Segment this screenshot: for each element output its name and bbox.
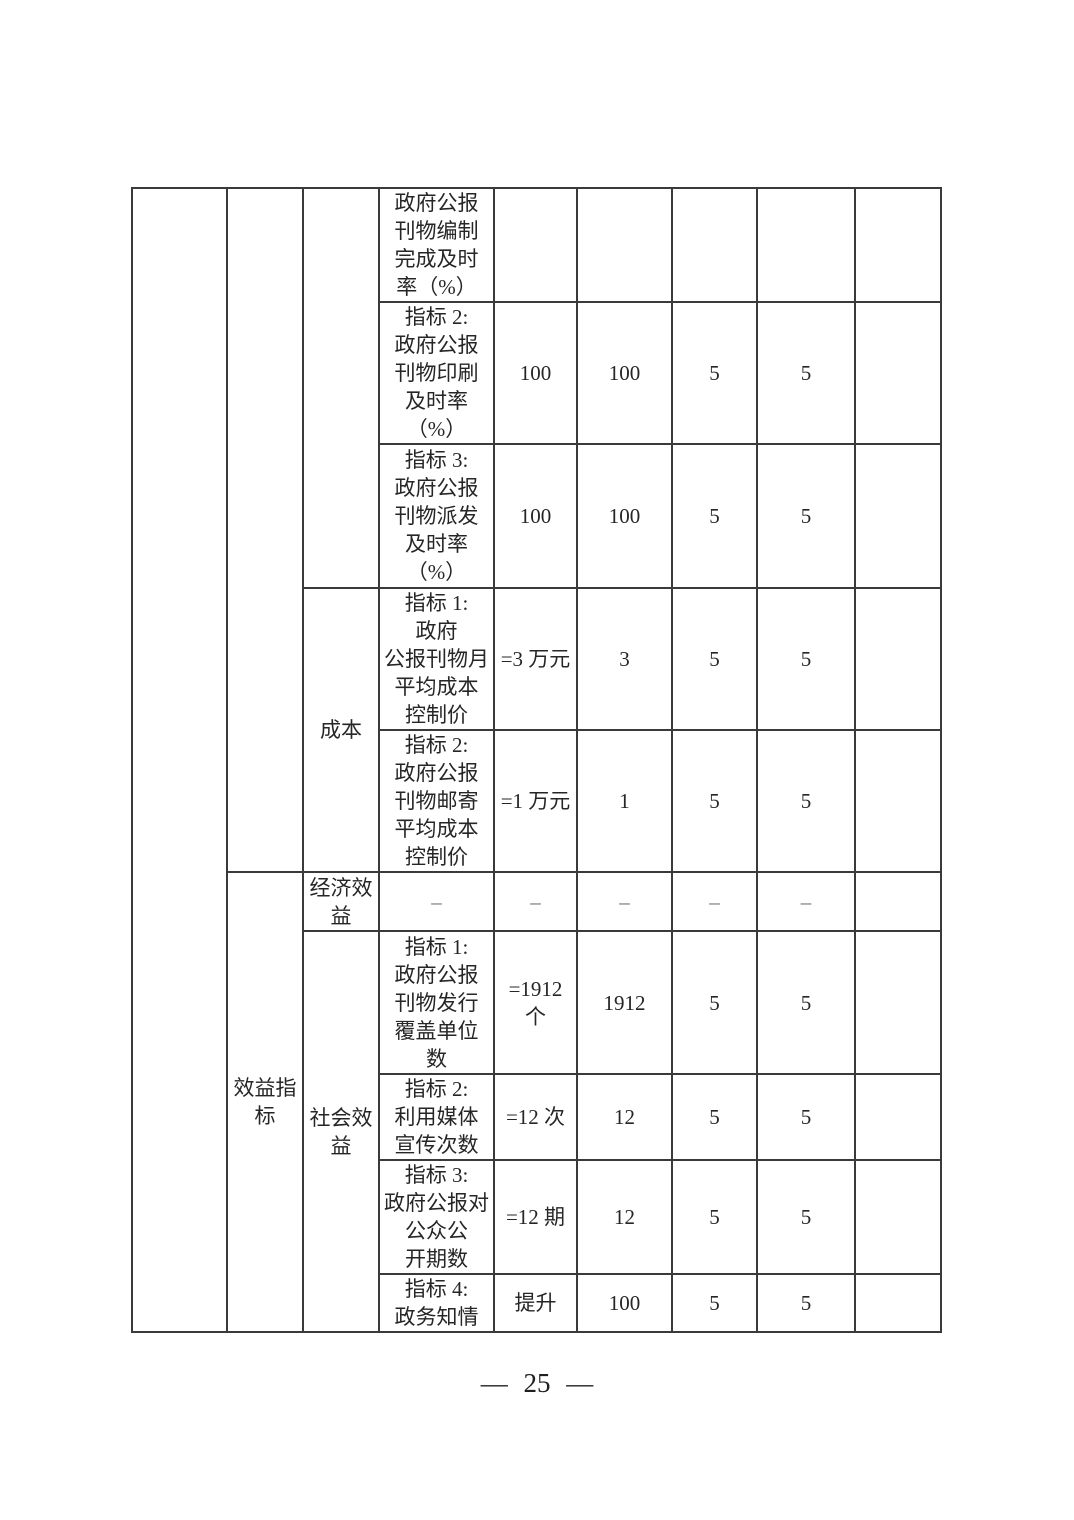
target-value-cell: 100: [493, 301, 578, 445]
target-value-cell: =12 次: [493, 1073, 578, 1161]
score-cell: 5: [671, 587, 758, 731]
score-cell: 5: [756, 1273, 856, 1333]
score-cell: 5: [756, 729, 856, 873]
target-value-cell: =1 万元: [493, 729, 578, 873]
score-cell: 5: [756, 443, 856, 589]
cost-section-label-cell: 成本: [302, 587, 380, 873]
table-row: 指标 2: 政府公报 刊物印刷 及时率 （%） 100 100 5 5: [132, 301, 942, 445]
table-row: 指标 3: 政府公报对 公众公 开期数 =12 期 12 5 5: [132, 1159, 942, 1275]
table-row: 社会效 益 指标 1: 政府公报 刊物发行 覆盖单位 数 =1912 个 191…: [132, 930, 942, 1333]
upper-subcategory-merged-cell: [302, 187, 380, 589]
empty-cell: [854, 587, 942, 731]
indicator-name-cell: 政府公报 刊物编制 完成及时 率（%）: [378, 187, 495, 303]
target-value-cell: 100: [493, 443, 578, 589]
score-cell: 5: [756, 587, 856, 731]
empty-cell: [854, 187, 942, 303]
actual-value-cell: 12: [576, 1073, 673, 1161]
table-row: 效益指 标 经济效 益 – – – – –: [132, 871, 942, 1333]
score-cell: 5: [671, 443, 758, 589]
indicator-name-cell: 指标 3: 政府公报对 公众公 开期数: [378, 1159, 495, 1275]
score-cell: –: [756, 871, 856, 932]
table-row: 指标 2: 利用媒体 宣传次数 =12 次 12 5 5: [132, 1073, 942, 1161]
score-cell: –: [671, 871, 758, 932]
benefit-category-label-cell: 效益指 标: [226, 871, 304, 1333]
score-cell: 5: [671, 1273, 758, 1333]
empty-cell: [854, 729, 942, 873]
social-benefit-label-cell: 社会效 益: [302, 930, 380, 1333]
actual-value-cell: 1912: [576, 930, 673, 1075]
score-cell: 5: [671, 1159, 758, 1275]
score-cell: 5: [756, 1159, 856, 1275]
table-row: 指标 4: 政务知情 提升 100 5 5: [132, 1273, 942, 1333]
actual-value-cell: [576, 187, 673, 303]
score-cell: [671, 187, 758, 303]
empty-cell: [854, 1073, 942, 1161]
score-cell: 5: [671, 729, 758, 873]
empty-cell: [854, 1159, 942, 1275]
table-row: 指标 3: 政府公报 刊物派发 及时率 （%） 100 100 5 5: [132, 443, 942, 589]
score-cell: [756, 187, 856, 303]
target-value-cell: 提升: [493, 1273, 578, 1333]
score-cell: 5: [756, 301, 856, 445]
score-cell: 5: [756, 1073, 856, 1161]
target-value-cell: =12 期: [493, 1159, 578, 1275]
indicator-name-cell: 指标 3: 政府公报 刊物派发 及时率 （%）: [378, 443, 495, 589]
indicator-name-cell: 指标 2: 政府公报 刊物印刷 及时率 （%）: [378, 301, 495, 445]
actual-value-cell: 1: [576, 729, 673, 873]
target-value-cell: –: [493, 871, 578, 932]
actual-value-cell: 100: [576, 443, 673, 589]
empty-cell: [854, 443, 942, 589]
empty-cell: [854, 930, 942, 1075]
page-number: — 25 —: [480, 1368, 594, 1398]
upper-category-merged-cell: [226, 187, 304, 873]
score-cell: 5: [756, 930, 856, 1075]
score-cell: 5: [671, 301, 758, 445]
outer-left-merged-cell: [131, 187, 228, 1333]
actual-value-cell: 100: [576, 301, 673, 445]
table-row: 指标 2: 政府公报 刊物邮寄 平均成本 控制价 =1 万元 1 5 5: [132, 729, 942, 873]
score-cell: 5: [671, 1073, 758, 1161]
target-value-cell: =1912 个: [493, 930, 578, 1075]
actual-value-cell: –: [576, 871, 673, 932]
indicator-name-cell: 指标 4: 政务知情: [378, 1273, 495, 1333]
empty-cell: [854, 871, 942, 932]
indicator-name-cell: 指标 2: 政府公报 刊物邮寄 平均成本 控制价: [378, 729, 495, 873]
economic-benefit-label-cell: 经济效 益: [302, 871, 380, 932]
actual-value-cell: 12: [576, 1159, 673, 1275]
empty-cell: [854, 301, 942, 445]
score-cell: 5: [671, 930, 758, 1075]
actual-value-cell: 100: [576, 1273, 673, 1333]
indicator-name-cell: 指标 2: 利用媒体 宣传次数: [378, 1073, 495, 1161]
table-row: 政府公报 刊物编制 完成及时 率（%）: [131, 187, 942, 1333]
empty-cell: [854, 1273, 942, 1333]
table-row: 成本 指标 1: 政府 公报刊物月 平均成本 控制价 =3 万元 3 5 5: [132, 587, 942, 873]
indicator-name-cell: –: [378, 871, 495, 932]
target-value-cell: [493, 187, 578, 303]
performance-indicator-table: 政府公报 刊物编制 完成及时 率（%） 指标 2: 政府公报 刊物印刷 及时率 …: [131, 187, 942, 1333]
indicator-name-cell: 指标 1: 政府 公报刊物月 平均成本 控制价: [378, 587, 495, 731]
actual-value-cell: 3: [576, 587, 673, 731]
indicator-name-cell: 指标 1: 政府公报 刊物发行 覆盖单位 数: [378, 930, 495, 1075]
target-value-cell: =3 万元: [493, 587, 578, 731]
